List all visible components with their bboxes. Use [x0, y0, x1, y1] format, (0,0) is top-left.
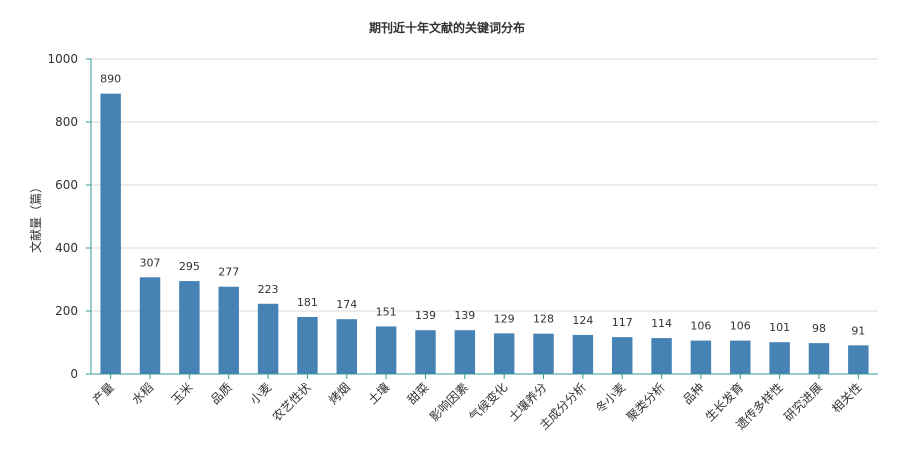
data-label: 106 [690, 320, 711, 333]
bar[interactable] [218, 286, 239, 374]
bar[interactable] [808, 343, 830, 374]
data-label: 139 [415, 309, 436, 322]
bar[interactable] [415, 330, 436, 374]
bar[interactable] [611, 337, 633, 374]
data-label: 101 [769, 321, 790, 334]
data-label: 91 [851, 324, 865, 337]
bar[interactable] [336, 319, 358, 374]
data-label: 106 [730, 320, 751, 333]
x-tick-label: 土壤 [365, 380, 393, 408]
bar[interactable] [257, 303, 279, 374]
bar[interactable] [375, 326, 397, 374]
x-tick-label: 品种 [680, 380, 707, 407]
y-tick-label: 800 [55, 115, 78, 129]
x-tick-label: 烤烟 [325, 380, 353, 408]
x-tick-label: 小麦 [247, 380, 274, 407]
bar[interactable] [848, 345, 869, 374]
y-axis-label: 文献量（篇） [28, 181, 43, 253]
data-label: 223 [258, 283, 279, 296]
data-label: 307 [140, 256, 161, 269]
data-label: 128 [533, 313, 554, 326]
bar[interactable] [454, 330, 476, 374]
data-label: 181 [297, 296, 318, 309]
bar[interactable] [730, 340, 751, 374]
data-label: 124 [572, 314, 593, 327]
data-label: 117 [612, 316, 633, 329]
data-label: 114 [651, 317, 672, 330]
bar[interactable] [533, 333, 554, 374]
x-tick-label: 相关性 [829, 380, 864, 415]
chart-title: 期刊近十年文献的关键词分布 [369, 20, 525, 35]
x-tick-label: 甜菜 [405, 380, 432, 407]
data-label: 174 [336, 298, 357, 311]
x-tick-label: 气候变化 [466, 380, 511, 425]
x-tick-label: 水稻 [129, 380, 156, 407]
bar[interactable] [651, 338, 672, 374]
data-label: 98 [812, 322, 826, 335]
y-tick-label: 1000 [47, 52, 78, 66]
data-label: 277 [218, 266, 239, 279]
x-tick-label: 产量 [90, 380, 117, 407]
data-label: 139 [454, 309, 475, 322]
data-label: 890 [100, 73, 121, 86]
bar[interactable] [493, 333, 515, 374]
y-tick-label: 200 [55, 304, 78, 318]
x-tick-label: 冬小麦 [592, 380, 628, 416]
bar[interactable] [139, 277, 161, 374]
bar[interactable] [769, 342, 790, 374]
data-labels: 890 307 295 277 223 181 174 151 139 139 129 128 124 1… [100, 73, 865, 338]
y-tick-label: 400 [55, 241, 78, 255]
data-label: 295 [179, 260, 200, 273]
bar[interactable] [179, 281, 200, 374]
grid-lines [91, 58, 878, 312]
bar[interactable] [100, 93, 121, 375]
bar[interactable] [572, 334, 594, 374]
y-tick-label: 600 [55, 178, 78, 192]
x-tick-label: 聚类分析 [624, 380, 668, 424]
x-tick-label: 农艺性状 [270, 380, 314, 424]
data-label: 151 [376, 305, 397, 318]
bar[interactable] [297, 316, 318, 374]
y-axis-ticks: 0 200 400 600 800 1000 [47, 52, 91, 381]
bars [100, 93, 869, 375]
x-tick-label: 研究进展 [781, 380, 826, 425]
data-label: 129 [494, 312, 515, 325]
y-tick-label: 0 [70, 367, 78, 381]
x-tick-label: 影响因素 [426, 380, 471, 425]
x-tick-label: 玉米 [169, 380, 196, 407]
bar[interactable] [690, 340, 712, 374]
x-tick-label: 品质 [208, 380, 235, 407]
